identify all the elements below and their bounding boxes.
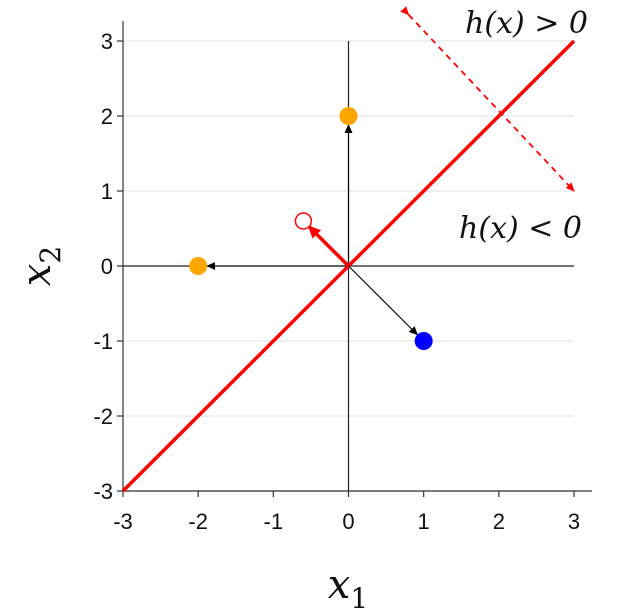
x-tick-label: -1 [264, 509, 284, 534]
x-axis-label-subscript: 1 [350, 582, 368, 615]
y-axis-label-main: x [14, 264, 60, 287]
normal-vector-open-marker [294, 212, 313, 230]
x-tick-label: 2 [493, 509, 505, 534]
x-tick-label: 1 [418, 509, 430, 534]
x-tick-label: 3 [568, 509, 580, 534]
x-tick-label: -2 [188, 509, 208, 534]
y-tick-label: 3 [101, 29, 113, 54]
y-axis-label: x2 [14, 246, 67, 286]
y-tick-label: 1 [101, 179, 113, 204]
x-tick-label: 0 [342, 509, 354, 534]
y-tick-label: -2 [93, 404, 113, 429]
data-point [339, 107, 358, 125]
point-vector-arrow [348, 265, 419, 336]
data-point [414, 332, 433, 350]
x-tick-label: -3 [113, 509, 133, 534]
data-point [189, 257, 208, 275]
x-axis-label-main: x [328, 562, 351, 608]
x-ticks: -3 -2 -1 0 1 2 3 [113, 491, 580, 534]
data-points [189, 107, 433, 350]
region-label-negative: h(x) < 0 [459, 211, 582, 246]
y-tick-label: -1 [93, 329, 113, 354]
point-vectors [206, 124, 419, 336]
y-ticks: -3 -2 -1 0 1 2 3 [93, 29, 123, 504]
y-tick-label: -3 [93, 479, 113, 504]
x-axis-label: x1 [328, 562, 368, 615]
normal-vector-arrow [307, 225, 350, 268]
region-direction-arrow [400, 6, 575, 192]
y-tick-label: 2 [101, 104, 113, 129]
y-tick-label: 0 [101, 254, 113, 279]
region-label-positive: h(x) > 0 [465, 6, 588, 41]
y-axis-label-subscript: 2 [34, 246, 67, 264]
